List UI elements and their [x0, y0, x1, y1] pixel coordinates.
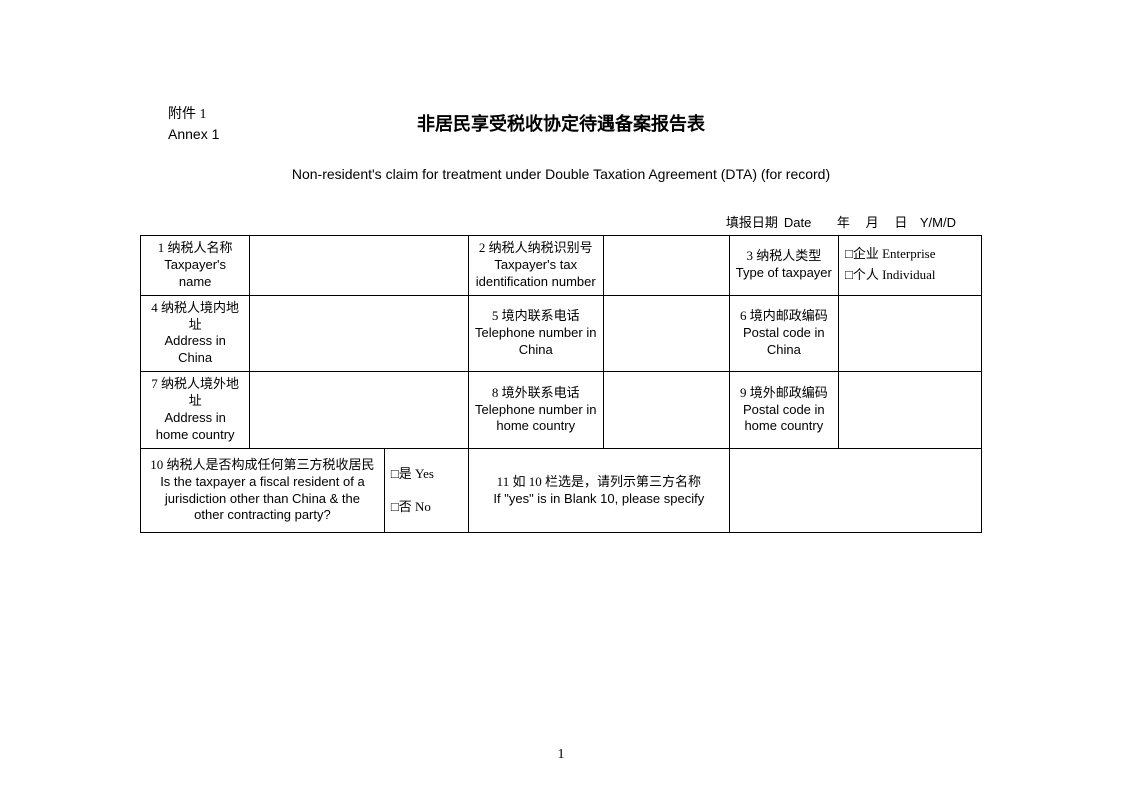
date-line: 填报日期 Date 年 月 日 Y/M/D — [140, 212, 982, 231]
cell-5-label: 5 境内联系电话 Telephone number in China — [468, 295, 603, 372]
date-year: 年 — [837, 215, 850, 230]
title-cn: 非居民享受税收协定待遇备案报告表 — [140, 110, 982, 136]
form-table: 1 纳税人名称 Taxpayer's name 2 纳税人纳税识别号 Taxpa… — [140, 235, 982, 533]
checkbox-enterprise[interactable]: □企业 Enterprise — [845, 246, 975, 263]
cell-1-label: 1 纳税人名称 Taxpayer's name — [141, 236, 250, 296]
cell-5-value[interactable] — [603, 295, 729, 372]
date-label-cn: 填报日期 — [726, 215, 778, 230]
annex-label: 附件 1 Annex 1 — [168, 105, 219, 145]
cell-3-label: 3 纳税人类型 Type of taxpayer — [729, 236, 838, 296]
title-en: Non-resident's claim for treatment under… — [140, 166, 982, 182]
cell-4-label: 4 纳税人境内地址 Address in China — [141, 295, 250, 372]
cell-2-value[interactable] — [603, 236, 729, 296]
cell-2-label: 2 纳税人纳税识别号 Taxpayer's tax identification… — [468, 236, 603, 296]
checkbox-no[interactable]: □否 No — [391, 499, 462, 516]
page-number: 1 — [0, 747, 1122, 763]
cell-8-value[interactable] — [603, 372, 729, 449]
cell-6-value[interactable] — [838, 295, 981, 372]
date-month: 月 — [866, 215, 879, 230]
cell-6-label: 6 境内邮政编码 Postal code in China — [729, 295, 838, 372]
date-day: 日 — [894, 215, 907, 230]
cell-9-label: 9 境外邮政编码 Postal code in home country — [729, 372, 838, 449]
checkbox-yes[interactable]: □是 Yes — [391, 466, 462, 483]
cell-7-value[interactable] — [250, 372, 469, 449]
cell-9-value[interactable] — [838, 372, 981, 449]
checkbox-individual[interactable]: □个人 Individual — [845, 267, 975, 284]
cell-4-value[interactable] — [250, 295, 469, 372]
cell-8-label: 8 境外联系电话 Telephone number in home countr… — [468, 372, 603, 449]
cell-3-options[interactable]: □企业 Enterprise □个人 Individual — [838, 236, 981, 296]
cell-1-value[interactable] — [250, 236, 469, 296]
date-ymd: Y/M/D — [920, 215, 956, 230]
cell-10-label: 10 纳税人是否构成任何第三方税收居民 Is the taxpayer a fi… — [141, 448, 385, 533]
cell-11-value[interactable] — [729, 448, 981, 533]
cell-10-options[interactable]: □是 Yes □否 No — [384, 448, 468, 533]
cell-7-label: 7 纳税人境外地址 Address in home country — [141, 372, 250, 449]
annex-en: Annex 1 — [168, 126, 219, 142]
cell-11-label: 11 如 10 栏选是，请列示第三方名称 If "yes" is in Blan… — [468, 448, 729, 533]
annex-cn: 附件 1 — [168, 107, 207, 122]
date-label-en: Date — [784, 215, 811, 230]
